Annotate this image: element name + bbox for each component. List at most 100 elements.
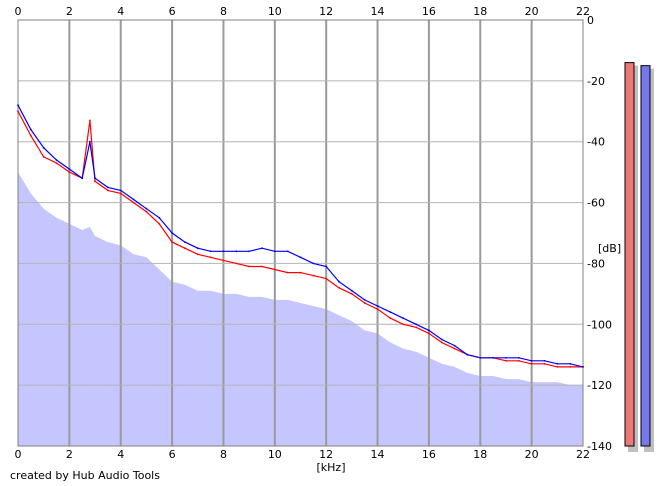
data-point (184, 241, 186, 244)
data-point (389, 311, 392, 313)
data-point (376, 308, 379, 310)
data-point (209, 256, 212, 259)
data-point (145, 210, 148, 213)
data-point (299, 271, 302, 274)
x-tick-label-top: 2 (66, 5, 73, 18)
data-point (415, 326, 417, 329)
x-tick-label-bottom: 16 (422, 448, 436, 461)
data-point (312, 274, 315, 277)
series-line-2 (17, 104, 584, 368)
x-tick-label-bottom: 6 (169, 448, 176, 461)
x-tick-label-top: 0 (15, 5, 22, 18)
level-meter-bar (624, 62, 635, 447)
x-tick-label-bottom: 4 (117, 448, 124, 461)
x-tick-label-top: 10 (268, 5, 282, 18)
x-tick-label-bottom: 2 (66, 448, 73, 461)
data-point (363, 299, 366, 301)
x-tick-label-top: 8 (220, 5, 227, 18)
data-point (286, 250, 289, 253)
x-tick-label-bottom: 8 (220, 448, 227, 461)
data-point (119, 189, 122, 192)
data-point (235, 250, 238, 253)
y-tick-label: -60 (587, 197, 605, 210)
data-point (376, 305, 379, 307)
data-point (505, 359, 507, 362)
data-point (94, 177, 96, 180)
data-point (440, 341, 443, 344)
data-point (68, 168, 71, 171)
data-point (402, 323, 405, 326)
data-point (196, 247, 199, 250)
data-point (351, 289, 353, 292)
data-point (530, 359, 533, 362)
y-tick-label: -120 (587, 379, 612, 392)
data-point (325, 265, 328, 268)
data-point (273, 250, 276, 253)
data-point (17, 110, 19, 113)
data-point (158, 216, 161, 219)
x-tick-label-bottom: 12 (319, 448, 333, 461)
data-point (440, 338, 443, 341)
data-point (94, 180, 96, 183)
x-tick-label-bottom: 22 (576, 448, 590, 461)
x-tick-label-top: 14 (371, 5, 385, 18)
y-tick-label: 0 (587, 14, 594, 27)
data-point (569, 362, 572, 365)
x-tick-label-bottom: 20 (525, 448, 539, 461)
data-point (389, 317, 392, 320)
data-point (338, 286, 340, 289)
fill-area (18, 172, 583, 446)
data-point (132, 201, 135, 204)
data-point (543, 359, 546, 362)
data-point (466, 353, 469, 356)
data-point (17, 104, 19, 107)
data-point (428, 329, 430, 332)
data-point (222, 250, 225, 253)
data-point (556, 362, 559, 365)
x-tick-label-bottom: 14 (371, 448, 385, 461)
data-point (530, 362, 533, 365)
data-point (119, 192, 122, 195)
data-point (312, 262, 315, 265)
x-tick-label-top: 18 (473, 5, 487, 18)
y-tick-label: -20 (587, 75, 605, 88)
data-point (107, 186, 109, 189)
data-point (543, 362, 546, 365)
x-tick-label-top: 6 (169, 5, 176, 18)
credit-text: created by Hub Audio Tools (10, 469, 160, 482)
data-point (299, 256, 302, 259)
data-point (351, 293, 353, 295)
data-point (107, 189, 109, 192)
data-point (29, 134, 32, 137)
data-point (145, 207, 148, 210)
data-point (42, 146, 45, 149)
data-point (261, 247, 263, 250)
data-point (261, 265, 263, 268)
data-point (453, 344, 456, 347)
data-point (55, 162, 58, 164)
data-point (517, 359, 520, 362)
data-point (68, 171, 71, 174)
x-tick-label-bottom: 0 (15, 448, 22, 461)
data-point (338, 280, 340, 283)
data-point (325, 277, 328, 280)
y-tick-label: -80 (587, 257, 605, 270)
data-point (569, 366, 572, 368)
data-point (81, 177, 84, 180)
data-point (158, 223, 161, 225)
data-point (171, 241, 174, 244)
data-point (171, 232, 174, 234)
data-point (517, 356, 520, 359)
data-point (196, 253, 199, 256)
x-tick-label-bottom: 10 (268, 448, 282, 461)
data-point (273, 268, 276, 271)
data-point (89, 140, 91, 143)
data-point (402, 317, 405, 320)
data-point (248, 265, 251, 268)
level-meter-bar (640, 65, 651, 447)
data-point (505, 356, 507, 359)
x-tick-label-top: 12 (319, 5, 333, 18)
data-point (286, 271, 289, 274)
y-tick-label: -100 (587, 318, 612, 331)
